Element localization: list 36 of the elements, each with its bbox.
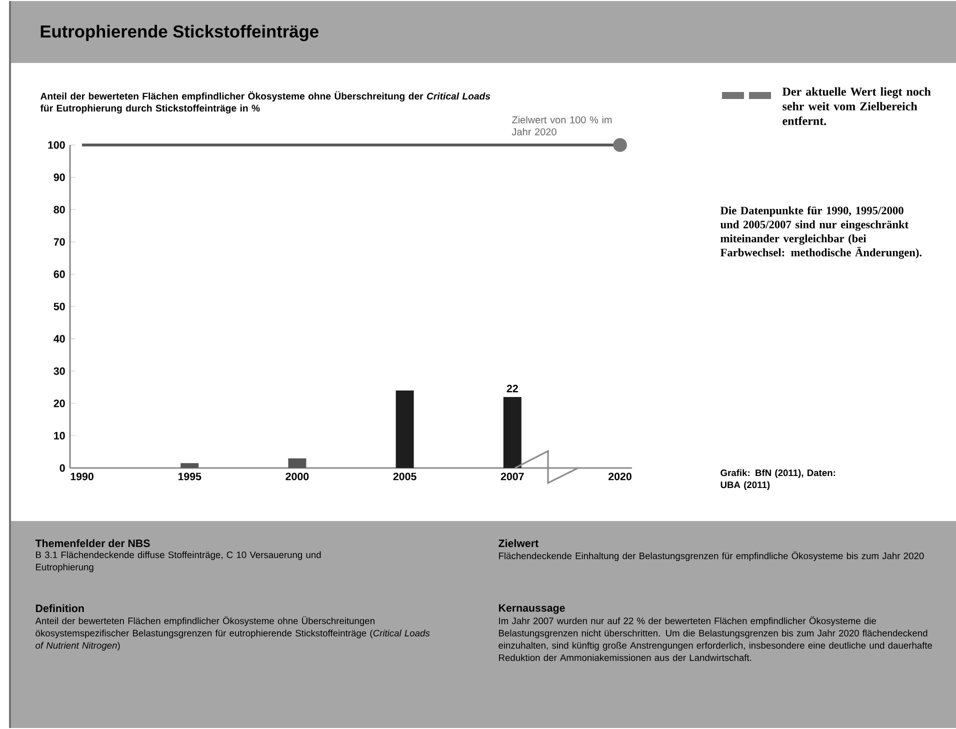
y-tick-label: 70 bbox=[54, 238, 65, 246]
text: Anteil der bewerteten Flächen empfindlicher Ökosysteme ohne Überschreitungen ökosystemspezifischer Belastungsgrenzen für eutrophierende Stickstoffeinträge (Critical Loads of Nutrient Nitrogen) bbox=[35, 616, 430, 651]
x-tick-label: 2005 bbox=[393, 472, 416, 480]
x-tick-label: 1990 bbox=[70, 472, 94, 480]
bar bbox=[180, 463, 199, 468]
y-tick-label: 80 bbox=[54, 206, 65, 214]
text: Themenfelder der NBS bbox=[35, 539, 150, 548]
text: Die Datenpunkte für 1990, 1995/2000 und 2005/2007 sind nur eingeschränkt miteinander vergleichbar (bei Farbwechsel: methodische Änderungen). bbox=[720, 206, 922, 259]
y-tick-label: 90 bbox=[54, 174, 65, 182]
text: Im Jahr 2007 wurden nur auf 22 % der bewerteten Flächen empfindlicher Ökosysteme die Belastungsgrenzen nicht überschritten. Um die Belastungsgrenzen bis zum Jahr 2020 flächendeckend einzuhalten, sind künftig große Anstrengungen erforderlich, insbesondere eine deutliche und dauerhafte Reduktion der Ammoniakemissionen aus der Landwirtschaft. bbox=[498, 616, 932, 661]
text: Flächendeckende Einhaltung der Belastungsgrenzen für empfindliche Ökosysteme bis zum Jahr 2020 bbox=[499, 551, 924, 562]
text: B 3.1 Flächendeckende diffuse Stoffeinträge, C 10 Versauerung und Eutrophierung bbox=[36, 551, 321, 572]
text: Der aktuelle Wert liegt noch sehr weit vom Zielbereich entfernt. bbox=[782, 87, 931, 126]
text: Definition bbox=[36, 604, 84, 612]
bar bbox=[396, 390, 414, 468]
chart-title: Eutrophierende Stickstoffeinträge bbox=[40, 24, 318, 42]
bar bbox=[288, 458, 306, 468]
y-tick-label: 100 bbox=[48, 141, 65, 149]
x-tick-label: 2007 bbox=[500, 472, 524, 480]
y-tick-label: 10 bbox=[54, 432, 65, 440]
text: Zielwert bbox=[498, 539, 538, 548]
y-tick-label: 0 bbox=[60, 464, 65, 472]
x-tick-label: 2000 bbox=[286, 472, 309, 480]
x-tick-label: 2020 bbox=[608, 472, 632, 480]
x-tick-label: 1995 bbox=[178, 472, 202, 480]
text: Kernaussage bbox=[498, 604, 565, 614]
y-tick-label: 30 bbox=[54, 367, 65, 375]
y-tick-label: 60 bbox=[54, 270, 65, 278]
data-label: 22 bbox=[506, 384, 518, 392]
y-tick-label: 40 bbox=[54, 335, 65, 343]
bar bbox=[503, 396, 522, 468]
y-tick-label: 50 bbox=[54, 302, 65, 310]
text: Anteil der bewerteten Flächen empfindlicher Ökosysteme ohne Überschreitung der Critical Loads für Eutrophierung durch Stickstoffeinträge in % bbox=[40, 91, 490, 114]
y-tick-label: 20 bbox=[54, 400, 65, 408]
text: Grafik: BfN (2011), Daten: UBA (2011) bbox=[720, 469, 836, 490]
ref-line-label: Zielwert von 100 % im Jahr 2020 bbox=[512, 116, 612, 136]
